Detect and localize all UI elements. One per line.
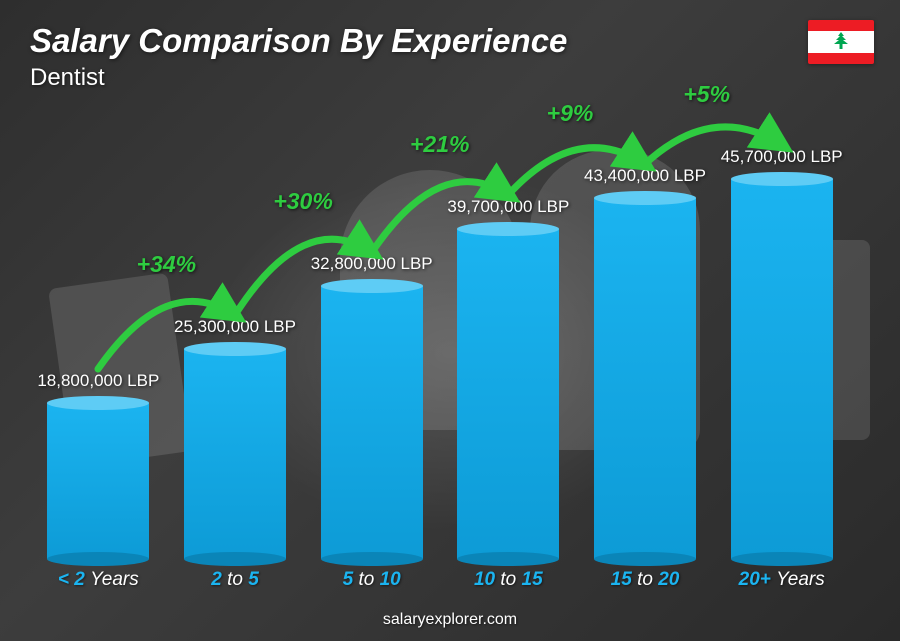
- bar-group: 32,800,000 LBP5 to 10: [303, 110, 440, 591]
- bar: [594, 198, 696, 559]
- bar-value-label: 32,800,000 LBP: [292, 254, 452, 274]
- bar-value-label: 25,300,000 LBP: [155, 317, 315, 337]
- bar: [457, 229, 559, 559]
- x-axis-label: 15 to 20: [611, 569, 680, 591]
- growth-label: +30%: [273, 188, 332, 215]
- page-title: Salary Comparison By Experience: [30, 22, 870, 60]
- x-axis-label: < 2 Years: [58, 569, 139, 591]
- cedar-icon: [831, 31, 851, 54]
- bar: [731, 179, 833, 559]
- x-axis-label: 5 to 10: [343, 569, 401, 591]
- bar: [321, 286, 423, 559]
- x-axis-label: 2 to 5: [211, 569, 259, 591]
- flag-lebanon: [808, 20, 874, 64]
- x-axis-label: 10 to 15: [474, 569, 543, 591]
- growth-label: +9%: [547, 100, 594, 127]
- growth-label: +21%: [410, 131, 469, 158]
- bar-group: 43,400,000 LBP15 to 20: [577, 110, 714, 591]
- growth-label: +5%: [683, 81, 730, 108]
- bar: [184, 349, 286, 559]
- growth-label: +34%: [137, 251, 196, 278]
- bar-value-label: 43,400,000 LBP: [565, 166, 725, 186]
- page-subtitle: Dentist: [30, 64, 870, 92]
- bar: [47, 403, 149, 559]
- bar-group: 25,300,000 LBP2 to 5: [167, 110, 304, 591]
- chart-area: 18,800,000 LBP< 2 Years25,300,000 LBP2 t…: [30, 110, 850, 591]
- bar-group: 39,700,000 LBP10 to 15: [440, 110, 577, 591]
- bar-group: 45,700,000 LBP20+ Years: [713, 110, 850, 591]
- bars-container: 18,800,000 LBP< 2 Years25,300,000 LBP2 t…: [30, 110, 850, 591]
- bar-value-label: 18,800,000 LBP: [18, 371, 178, 391]
- header: Salary Comparison By Experience Dentist: [30, 22, 870, 92]
- footer-credit: salaryexplorer.com: [0, 611, 900, 629]
- bar-group: 18,800,000 LBP< 2 Years: [30, 110, 167, 591]
- bar-value-label: 39,700,000 LBP: [428, 197, 588, 217]
- x-axis-label: 20+ Years: [739, 569, 825, 591]
- bar-value-label: 45,700,000 LBP: [702, 147, 862, 167]
